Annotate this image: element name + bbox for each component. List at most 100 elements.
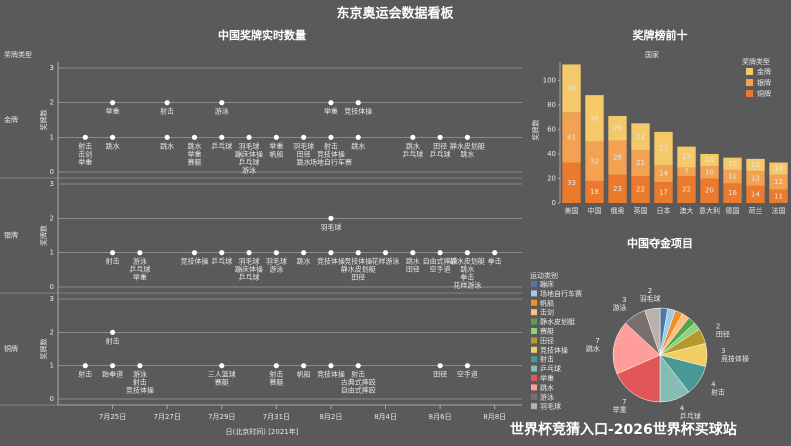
point-label: 竞技体操 — [317, 257, 345, 266]
point — [328, 363, 334, 369]
x-tick-label: 8月6日 — [429, 413, 452, 421]
legend-label: 田径 — [540, 336, 554, 345]
point-label: 赛艇 — [187, 157, 201, 166]
point-label: 竞技体操 — [317, 370, 345, 379]
legend-label: 击剑 — [540, 308, 554, 317]
point-label: 射击 — [269, 370, 283, 379]
slice-value: 7 — [595, 337, 599, 345]
y-axis-title: 奖牌数 — [531, 120, 540, 141]
chart-title: 中国奖牌实时数量 — [218, 28, 306, 42]
legend-label: 赛艇 — [540, 327, 554, 336]
legend-swatch — [531, 356, 537, 363]
x-tick-label: 德国 — [726, 206, 740, 215]
point-label: 跳水 — [351, 141, 365, 150]
chart-title: 中国夺金项目 — [627, 236, 693, 250]
y-tick-label: 60 — [547, 125, 556, 133]
point-label: 田径 — [406, 265, 420, 274]
point-label: 射击 — [324, 141, 338, 150]
x-tick-label: 中国 — [588, 206, 602, 215]
point-label: 乒乓球 — [430, 149, 451, 158]
bar-segment — [585, 95, 604, 142]
slice-label: 射击 — [711, 387, 725, 396]
y-tick-label: 1 — [50, 362, 54, 370]
value-label: 12 — [774, 178, 783, 186]
point — [492, 250, 498, 256]
value-label: 14 — [751, 190, 760, 198]
y-tick-label: 0 — [50, 395, 54, 403]
point-label: 跳水 — [406, 141, 420, 150]
y-tick-label: 1 — [50, 133, 54, 141]
value-label: 20 — [705, 187, 714, 195]
legend-swatch — [531, 318, 537, 325]
point-label: 静水皮划艇 — [341, 265, 376, 274]
bar-segment — [700, 153, 719, 167]
x-tick-label: 英国 — [634, 206, 648, 215]
point-label: 举重 — [133, 273, 147, 282]
value-label: 14 — [659, 170, 668, 178]
point — [328, 215, 334, 221]
legend-swatch — [531, 346, 537, 353]
value-label: 22 — [636, 186, 645, 194]
legend-swatch — [746, 79, 753, 86]
value-label: 12 — [751, 174, 760, 182]
value-label: 32 — [590, 157, 599, 165]
facet-label: 铜牌 — [4, 344, 18, 353]
point-label: 射击 — [78, 370, 92, 379]
slice-label: 跳水 — [586, 344, 600, 353]
value-label: 10 — [751, 161, 760, 169]
x-tick-label: 8月8日 — [483, 413, 506, 421]
point-label: 跳水 — [297, 257, 311, 266]
point-label: 帆船 — [297, 370, 311, 379]
value-label: 20 — [613, 124, 622, 132]
legend-title: 奖牌类型 — [742, 57, 770, 66]
point-label: 古典式摔跤 — [341, 378, 376, 387]
point — [109, 134, 116, 140]
point-label: 乒乓球 — [402, 149, 423, 158]
bar-segment — [769, 174, 788, 190]
slice-value: 3 — [721, 347, 725, 355]
point — [355, 134, 361, 140]
legend-label: 举重 — [540, 374, 554, 383]
point-label: 举重 — [78, 157, 92, 166]
bar-segment — [654, 164, 673, 183]
point-label: 乒乓球 — [129, 265, 150, 274]
point-label: 射击 — [133, 378, 147, 387]
point-label: 举重 — [324, 107, 338, 116]
x-tick-label: 美国 — [565, 206, 579, 215]
point — [109, 363, 116, 369]
legend-label: 乒乓球 — [540, 364, 561, 373]
bar-segment — [769, 189, 788, 203]
point-label: 帆船 — [269, 149, 283, 158]
point — [301, 250, 307, 256]
x-tick-label: 澳大 — [680, 206, 694, 215]
legend-swatch — [746, 90, 753, 97]
bar-segment — [631, 123, 650, 151]
y-axis-title: 奖牌数 — [39, 110, 48, 131]
point-label: 拳击 — [460, 273, 474, 282]
x-tick-label: 俄奥 — [611, 206, 625, 215]
slice-value: 7 — [622, 398, 626, 406]
point — [82, 363, 88, 369]
legend-swatch — [531, 299, 537, 306]
bar-segment — [723, 169, 742, 184]
bar-segment — [746, 185, 765, 203]
value-label: 21 — [636, 159, 645, 167]
point-label: 射击 — [106, 257, 120, 266]
y-tick-label: 2 — [50, 328, 54, 336]
point-label: 游泳 — [215, 107, 229, 116]
value-label: 41 — [567, 133, 576, 141]
point-label: 田径 — [297, 149, 311, 158]
bar-segment — [654, 131, 673, 165]
value-label: 17 — [659, 189, 668, 197]
point — [164, 134, 170, 140]
bar-segment — [700, 166, 719, 179]
x-axis-title: 日(北京时间) [2021年] — [226, 427, 299, 436]
value-label: 10 — [705, 156, 714, 164]
x-tick-label: 日本 — [657, 206, 671, 215]
value-label: 39 — [567, 84, 576, 92]
x-tick-label: 法国 — [772, 206, 786, 215]
point-label: 举重 — [106, 107, 120, 116]
facet-label: 金牌 — [4, 115, 18, 124]
x-tick-label: 8月2日 — [319, 413, 342, 421]
